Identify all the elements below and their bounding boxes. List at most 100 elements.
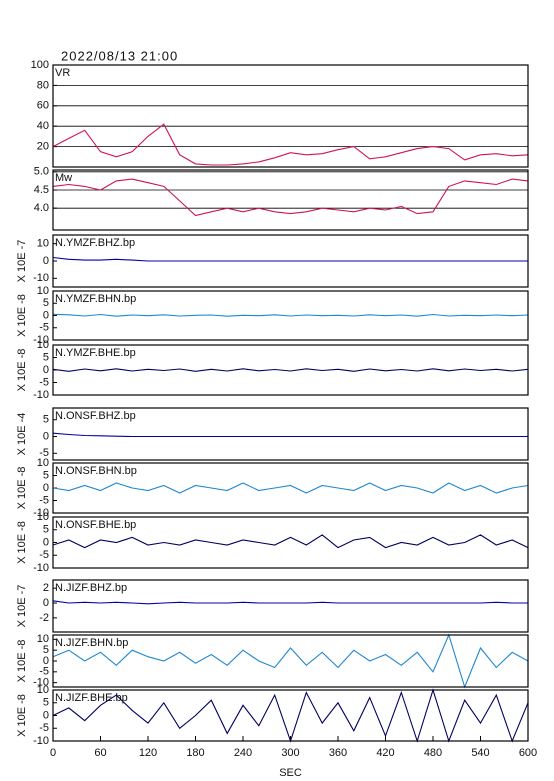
y-axis-label: X 10E -8 — [16, 467, 28, 510]
y-axis-label: X 10E -4 — [16, 413, 28, 456]
series-label: N.YMZF.BHN.bp — [55, 293, 136, 305]
y-tick-label: 10 — [37, 511, 49, 523]
trace — [52, 123, 529, 166]
y-tick-label: 0 — [43, 655, 49, 667]
y-tick-label: 0 — [43, 536, 49, 548]
y-tick-label: 5 — [43, 414, 49, 426]
x-tick-label: 480 — [424, 747, 442, 759]
panel-frame — [52, 462, 529, 514]
y-tick-label: 5 — [43, 644, 49, 656]
panel-frame — [52, 634, 529, 688]
y-tick-label: 10 — [37, 339, 49, 351]
x-tick-label: 300 — [281, 747, 299, 759]
panel-frame — [52, 234, 529, 288]
x-tick-label: 240 — [234, 747, 252, 759]
y-axis-label: X 10E -8 — [16, 694, 28, 737]
y-tick-label: -2 — [39, 612, 49, 624]
trace — [52, 256, 528, 262]
y-tick-label: 4.5 — [34, 184, 49, 196]
panel-frame — [52, 64, 529, 168]
x-axis-label: SEC — [279, 767, 302, 779]
y-tick-label: 5 — [43, 351, 49, 363]
y-axis-label: X 10E -7 — [16, 240, 28, 283]
y-tick-label: 5.0 — [34, 166, 49, 178]
y-tick-label: 60 — [37, 100, 49, 112]
series-label: VR — [55, 67, 70, 79]
y-tick-label: 0 — [43, 255, 49, 267]
y-tick-label: 0 — [43, 430, 49, 442]
y-tick-label: 5 — [43, 297, 49, 309]
y-tick-label: -10 — [33, 677, 49, 689]
y-tick-label: 10 — [37, 684, 49, 696]
panel-frame — [52, 579, 529, 633]
y-tick-label: 5 — [43, 524, 49, 536]
y-tick-label: 10 — [37, 633, 49, 645]
y-axis-label: X 10E -8 — [16, 521, 28, 564]
y-axis-label: X 10E -8 — [16, 294, 28, 337]
y-tick-label: 100 — [31, 59, 49, 71]
trace — [52, 368, 529, 372]
y-axis-label: X 10E -8 — [16, 640, 28, 683]
y-tick-label: -5 — [39, 447, 49, 459]
trace — [52, 482, 529, 494]
series-label: N.YMZF.BHZ.bp — [55, 237, 135, 249]
y-tick-label: -10 — [33, 507, 49, 519]
y-tick-label: 4.0 — [34, 202, 49, 214]
x-tick-label: 540 — [471, 747, 489, 759]
y-tick-label: -5 — [39, 322, 49, 334]
trace — [52, 432, 528, 438]
x-tick-label: 120 — [139, 747, 157, 759]
y-tick-label: -10 — [33, 389, 49, 401]
x-tick-label: 180 — [186, 747, 204, 759]
y-tick-label: -5 — [39, 549, 49, 561]
y-tick-label: 0 — [43, 709, 49, 721]
y-tick-label: 10 — [37, 238, 49, 250]
y-tick-label: 5 — [43, 697, 49, 709]
trace — [52, 313, 529, 317]
series-label: N.ONSF.BHN.bp — [55, 465, 137, 477]
y-tick-label: 0 — [43, 364, 49, 376]
series-label: N.JIZF.BHE.bp — [55, 692, 128, 704]
panel-frame — [52, 407, 529, 461]
y-tick-label: -10 — [33, 562, 49, 574]
chart-title: 2022/08/13 21:00 — [61, 48, 178, 63]
y-tick-label: 0 — [43, 597, 49, 609]
x-tick-label: 360 — [329, 747, 347, 759]
trace — [52, 600, 528, 605]
series-label: N.JIZF.BHN.bp — [55, 637, 128, 649]
series-label: N.ONSF.BHE.bp — [55, 519, 136, 531]
x-tick-label: 600 — [519, 747, 537, 759]
y-tick-label: -5 — [39, 494, 49, 506]
y-tick-label: 0 — [43, 309, 49, 321]
y-tick-label: -10 — [33, 272, 49, 284]
trace — [52, 534, 529, 549]
y-axis-label: X 10E -8 — [16, 349, 28, 392]
panel-frame — [52, 344, 529, 396]
y-tick-label: 20 — [37, 141, 49, 153]
x-tick-label: 60 — [94, 747, 106, 759]
y-tick-label: 0 — [43, 482, 49, 494]
trace — [52, 178, 529, 217]
panel-frame — [52, 516, 529, 569]
y-tick-label: 5 — [43, 469, 49, 481]
y-tick-label: 10 — [37, 285, 49, 297]
panel-frame — [52, 689, 529, 742]
y-tick-label: -5 — [39, 666, 49, 678]
y-tick-label: -5 — [39, 722, 49, 734]
y-tick-label: -10 — [33, 334, 49, 346]
y-tick-label: 10 — [37, 457, 49, 469]
y-axis-label: X 10E -7 — [16, 585, 28, 628]
series-label: N.YMZF.BHE.bp — [55, 347, 136, 359]
y-tick-label: -5 — [39, 376, 49, 388]
panel-frame — [52, 169, 529, 231]
series-label: N.ONSF.BHZ.bp — [55, 410, 136, 422]
x-tick-label: 420 — [376, 747, 394, 759]
y-tick-label: 2 — [43, 582, 49, 594]
y-tick-label: 40 — [37, 120, 49, 132]
panel-frame — [52, 290, 529, 341]
series-label: Mw — [55, 172, 72, 184]
series-label: N.JIZF.BHZ.bp — [55, 582, 127, 594]
y-tick-label: -10 — [33, 735, 49, 747]
